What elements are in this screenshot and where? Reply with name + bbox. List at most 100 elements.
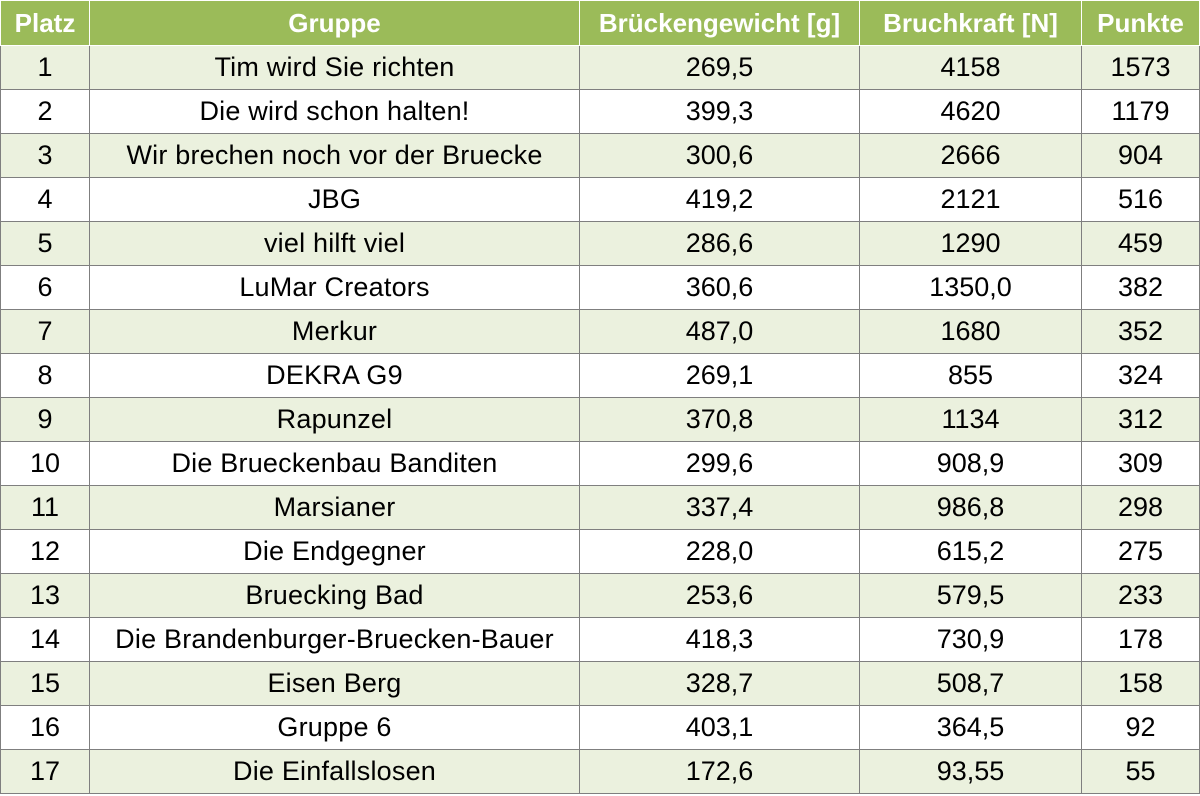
- table-row: 14 Die Brandenburger-Bruecken-Bauer 418,3 7…: [0, 617, 1200, 662]
- cell-punkte: 352: [1081, 309, 1200, 354]
- cell-gruppe: Wir brechen noch vor der Bruecke: [89, 133, 580, 178]
- cell-punkte: 904: [1081, 133, 1200, 178]
- cell-brueckengewicht: 228,0: [579, 529, 860, 574]
- cell-bruchkraft: 93,55: [859, 749, 1082, 794]
- cell-punkte: 324: [1081, 353, 1200, 398]
- cell-punkte: 516: [1081, 177, 1200, 222]
- cell-brueckengewicht: 269,5: [579, 45, 860, 90]
- cell-gruppe: Die Endgegner: [89, 529, 580, 574]
- cell-brueckengewicht: 399,3: [579, 89, 860, 134]
- cell-brueckengewicht: 299,6: [579, 441, 860, 486]
- header-row: Platz Gruppe Brückengewicht [g] Bruchkra…: [0, 0, 1200, 46]
- cell-gruppe: Marsianer: [89, 485, 580, 530]
- table-row: 1 Tim wird Sie richten 269,5 4158 1573: [0, 45, 1200, 90]
- table-body: 1 Tim wird Sie richten 269,5 4158 15 7 3 2 Die w…: [0, 45, 1200, 794]
- table-row: 15 Eisen Berg 328,7 508,7 158: [0, 661, 1200, 706]
- cell-bruchkraft: 1350,0: [859, 265, 1082, 310]
- cell-platz: 5: [0, 221, 90, 266]
- cell-bruchkraft: 908,9: [859, 441, 1082, 486]
- cell-bruchkraft: 4158: [859, 45, 1082, 90]
- cell-brueckengewicht: 419,2: [579, 177, 860, 222]
- cell-brueckengewicht: 300,6: [579, 133, 860, 178]
- cell-bruchkraft: 615,2: [859, 529, 1082, 574]
- cell-brueckengewicht: 328,7: [579, 661, 860, 706]
- cell-gruppe: LuMar Creators: [89, 265, 580, 310]
- cell-punkte: 178: [1081, 617, 1200, 662]
- cell-platz: 6: [0, 265, 90, 310]
- cell-platz: 3: [0, 133, 90, 178]
- cell-bruchkraft: 855: [859, 353, 1082, 398]
- cell-brueckengewicht: 418,3: [579, 617, 860, 662]
- cell-punkte: 55: [1081, 749, 1200, 794]
- table-row: 8 DEKRA G9 269,1 855 324: [0, 353, 1200, 398]
- cell-punkte: 312: [1081, 397, 1200, 442]
- cell-punkte: 1179: [1081, 89, 1200, 134]
- cell-punkte: 92: [1081, 705, 1200, 750]
- cell-gruppe: Die Einfallslosen: [89, 749, 580, 794]
- table-row: 16 Gruppe 6 403,1 364,5 92: [0, 705, 1200, 750]
- table-row: 6 LuMar Creators 360,6 1350,0 382: [0, 265, 1200, 310]
- cell-gruppe: Tim wird Sie richten: [89, 45, 580, 90]
- cell-brueckengewicht: 360,6: [579, 265, 860, 310]
- cell-punkte: 309: [1081, 441, 1200, 486]
- cell-platz: 11: [0, 485, 90, 530]
- header-gruppe: Gruppe: [89, 0, 580, 46]
- cell-platz: 8: [0, 353, 90, 398]
- table-row: 4 JBG 419,2 2121 516: [0, 177, 1200, 222]
- cell-gruppe: Merkur: [89, 309, 580, 354]
- table-row: 11 Marsianer 337,4 986,8 298: [0, 485, 1200, 530]
- cell-bruchkraft: 2666: [859, 133, 1082, 178]
- table-row: 5 viel hilft viel 286,6 1290 459: [0, 221, 1200, 266]
- table-row: 9 Rapunzel 370,8 1134 312: [0, 397, 1200, 442]
- cell-bruchkraft: 579,5: [859, 573, 1082, 618]
- cell-brueckengewicht: 269,1: [579, 353, 860, 398]
- table-row: 2 Die wird schon halten! 399,3 4620 1179: [0, 89, 1200, 134]
- cell-platz: 2: [0, 89, 90, 134]
- cell-gruppe: JBG: [89, 177, 580, 222]
- cell-bruchkraft: 508,7: [859, 661, 1082, 706]
- cell-platz: 7: [0, 309, 90, 354]
- cell-gruppe: Eisen Berg: [89, 661, 580, 706]
- cell-platz: 10: [0, 441, 90, 486]
- cell-bruchkraft: 730,9: [859, 617, 1082, 662]
- cell-platz: 13: [0, 573, 90, 618]
- cell-brueckengewicht: 172,6: [579, 749, 860, 794]
- table-row: 10 Die Brueckenbau Banditen 299,6 908,9 309: [0, 441, 1200, 486]
- cell-bruchkraft: 2121: [859, 177, 1082, 222]
- cell-punkte: 382: [1081, 265, 1200, 310]
- cell-gruppe: viel hilft viel: [89, 221, 580, 266]
- cell-bruchkraft: 1290: [859, 221, 1082, 266]
- cell-platz: 12: [0, 529, 90, 574]
- cell-platz: 1: [0, 45, 90, 90]
- table-row: 17 Die Einfallslosen 172,6 93,55 55: [0, 749, 1200, 794]
- cell-brueckengewicht: 370,8: [579, 397, 860, 442]
- cell-gruppe: Rapunzel: [89, 397, 580, 442]
- cell-brueckengewicht: 337,4: [579, 485, 860, 530]
- header-bruchkraft: Bruchkraft [N]: [859, 0, 1082, 46]
- header-punkte: Punkte: [1081, 0, 1200, 46]
- table-row: 3 Wir brechen noch vor der Bruecke 300,6 26…: [0, 133, 1200, 178]
- header-platz: Platz: [0, 0, 90, 46]
- table-header: Platz Gruppe Brückengewicht [g] Bruchkra…: [0, 0, 1200, 46]
- cell-platz: 15: [0, 661, 90, 706]
- cell-bruchkraft: 4620: [859, 89, 1082, 134]
- cell-platz: 16: [0, 705, 90, 750]
- table-row: 13 Bruecking Bad 253,6 579,5 233: [0, 573, 1200, 618]
- cell-gruppe: Bruecking Bad: [89, 573, 580, 618]
- cell-gruppe: Die wird schon halten!: [89, 89, 580, 134]
- cell-gruppe: Gruppe 6: [89, 705, 580, 750]
- cell-gruppe: Die Brandenburger-Bruecken-Bauer: [89, 617, 580, 662]
- cell-gruppe: DEKRA G9: [89, 353, 580, 398]
- cell-bruchkraft: 986,8: [859, 485, 1082, 530]
- table-row: 12 Die Endgegner 228,0 615,2 275: [0, 529, 1200, 574]
- cell-punkte: 459: [1081, 221, 1200, 266]
- header-brueckengewicht: Brückengewicht [g]: [579, 0, 860, 46]
- cell-punkte: 233: [1081, 573, 1200, 618]
- cell-punkte: 298: [1081, 485, 1200, 530]
- cell-brueckengewicht: 253,6: [579, 573, 860, 618]
- cell-gruppe: Die Brueckenbau Banditen: [89, 441, 580, 486]
- table-row: 7 Merkur 487,0 1680 352: [0, 309, 1200, 354]
- cell-bruchkraft: 1680: [859, 309, 1082, 354]
- cell-platz: 14: [0, 617, 90, 662]
